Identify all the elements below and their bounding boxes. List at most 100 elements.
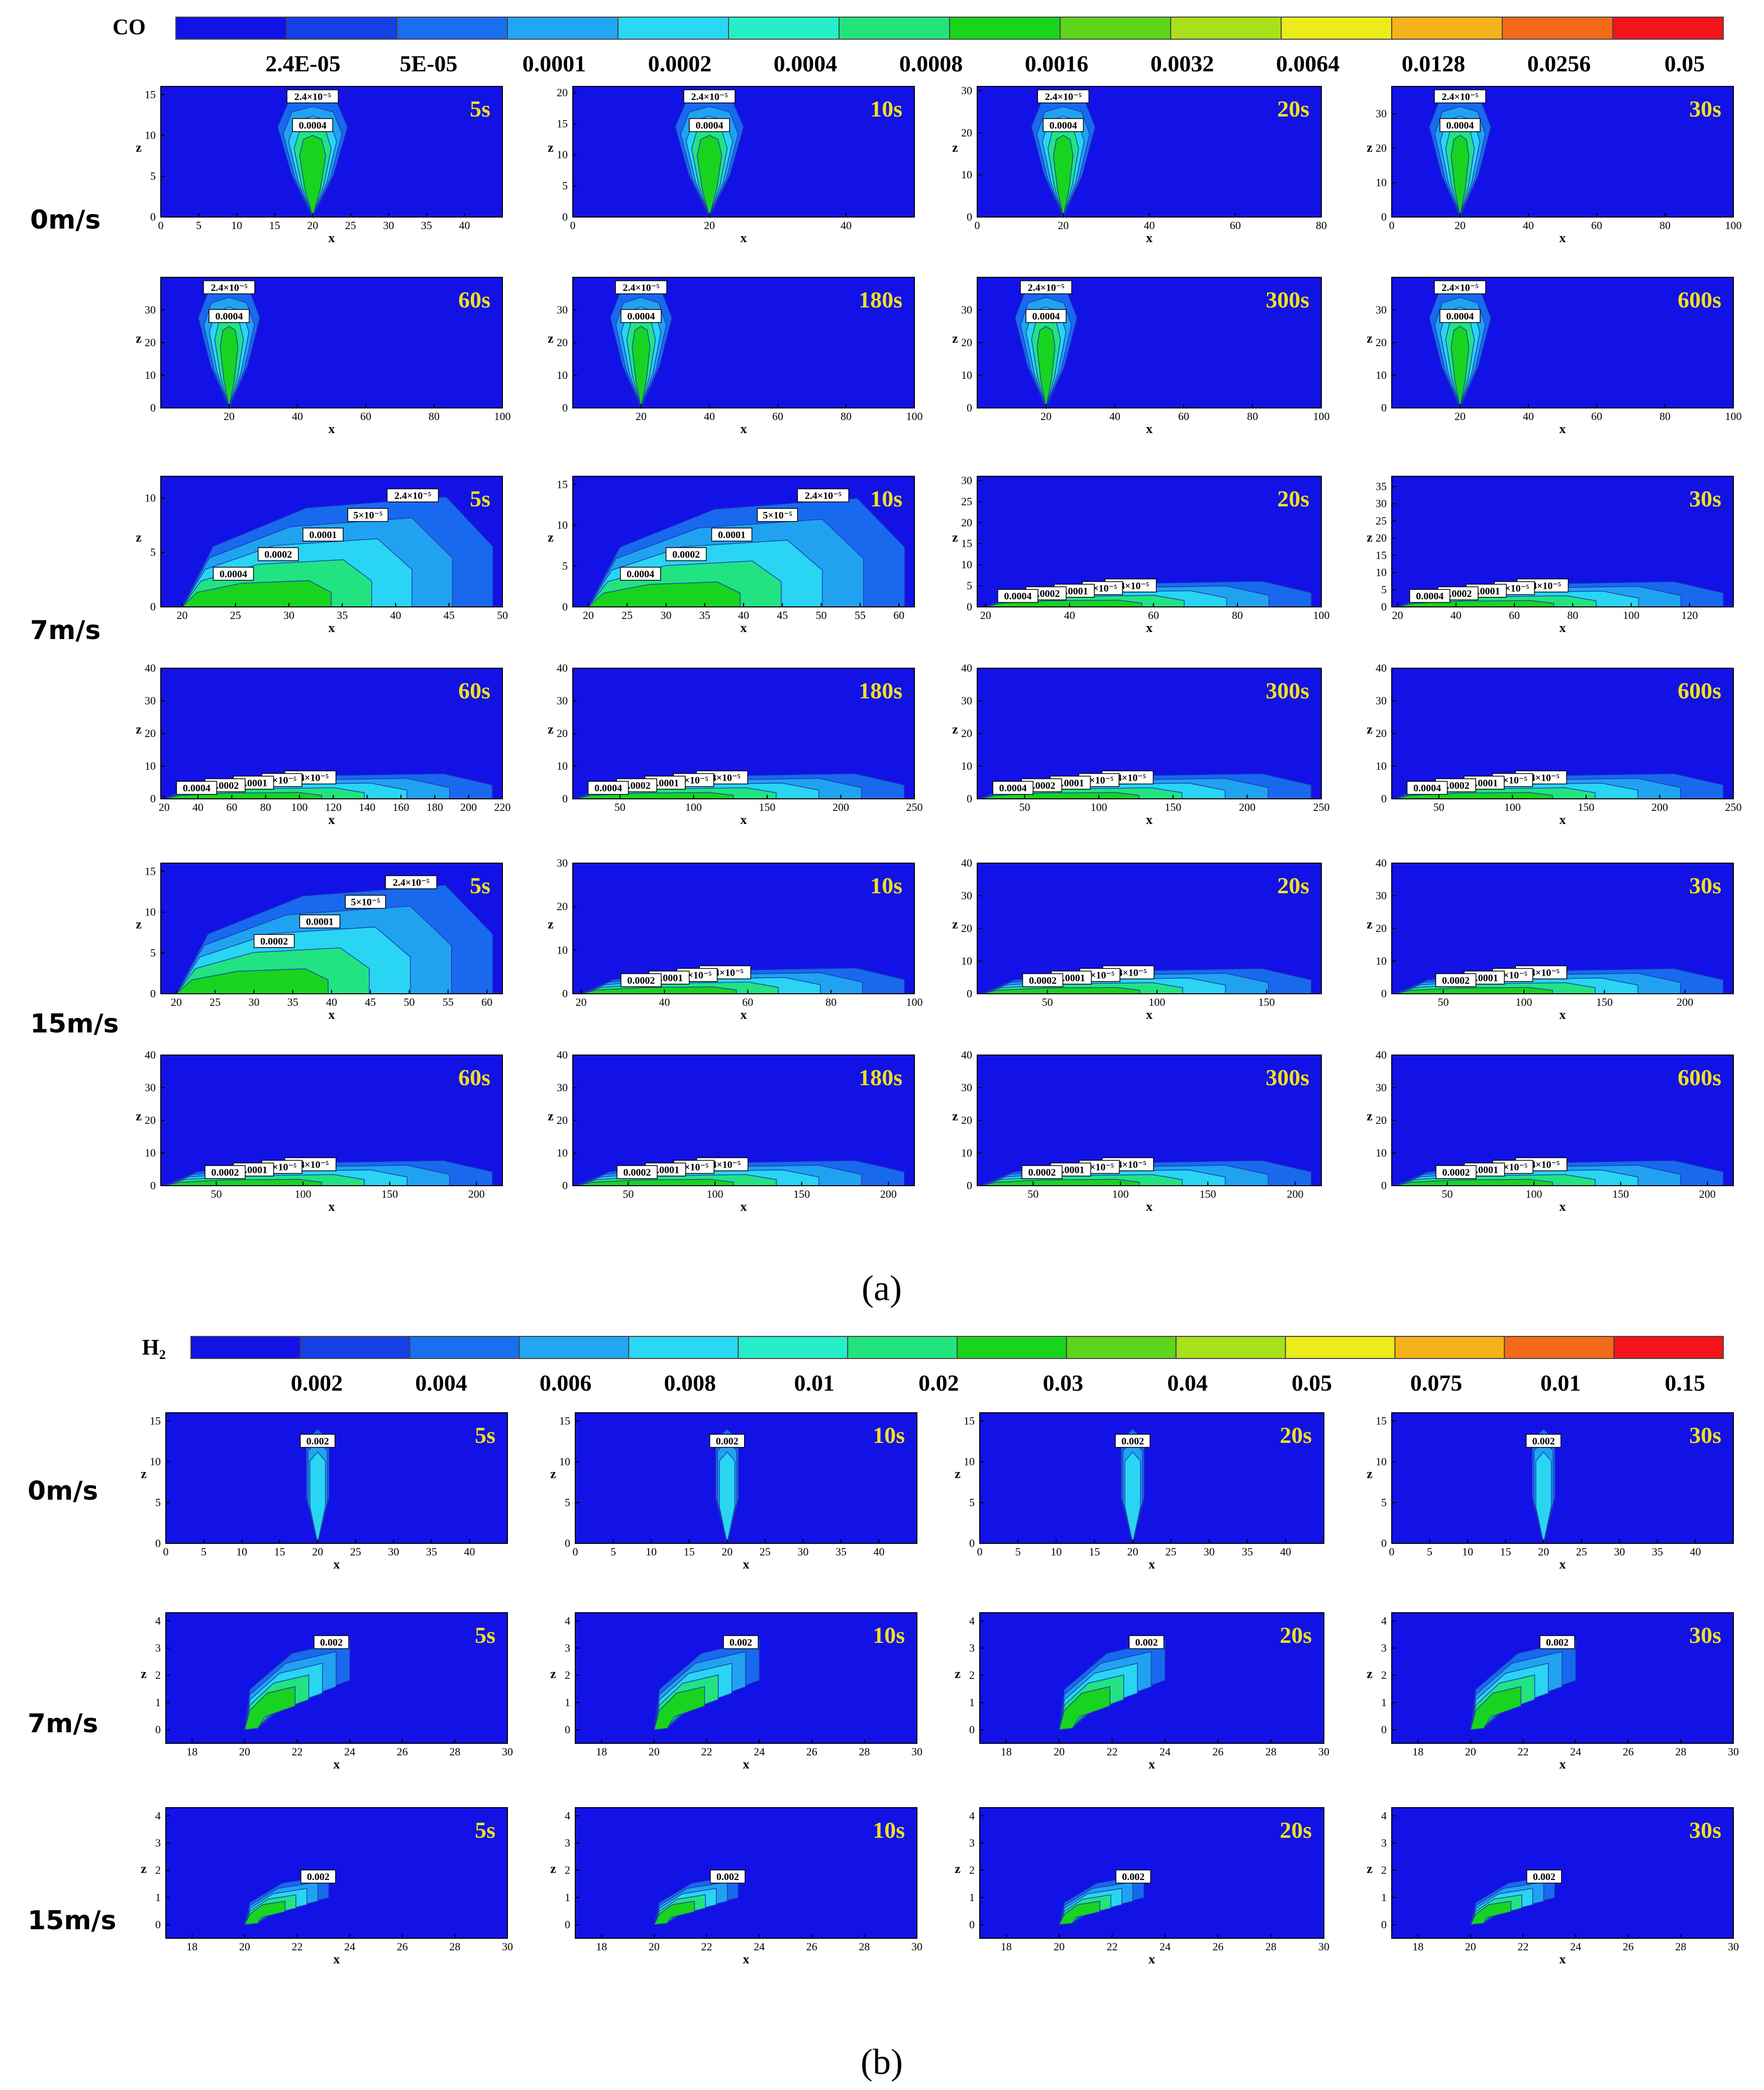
x-tick-label: 0 [158,219,164,232]
z-axis-label: z [550,1861,556,1876]
time-label: 10s [873,1422,905,1448]
x-tick-label: 5 [1427,1545,1432,1558]
z-tick-label: 3 [1381,1836,1387,1849]
x-axis-label: x [743,1557,750,1572]
z-tick-label: 0 [155,1918,161,1931]
z-tick-label: 1 [969,1696,975,1709]
co-colorbar-segment-3 [507,17,618,40]
h2-colorbar-tick-label: 0.004 [415,1370,467,1396]
contour-label: 0.0001 [302,528,344,542]
contour-label-box [665,547,707,561]
x-tick-label: 55 [443,996,454,1008]
plot-background [977,86,1321,217]
time-label: 5s [470,486,490,511]
plot-frame [1391,1807,1734,1939]
z-tick-label: 2 [1381,1864,1387,1876]
contour-label-text: 0.0002 [1032,588,1060,599]
contour-label-text: 5×10⁻⁵ [682,970,711,981]
contour-label-text: 0.002 [1122,1871,1145,1883]
x-tick-label: 24 [754,1940,765,1953]
contour-label-text: 0.002 [306,1436,329,1447]
x-tick-label: 35 [421,219,432,232]
z-tick-label: 30 [1376,694,1387,707]
h2-colorbar-tick-label: 0.01 [1540,1370,1581,1396]
z-tick-label: 15 [961,537,972,550]
co-colorbar-tick-label: 0.0004 [774,51,838,76]
x-tick-label: 5 [196,219,201,232]
x-tick-label: 28 [1266,1940,1277,1953]
z-tick-label: 20 [1376,532,1387,544]
x-tick-label: 100 [1091,801,1107,813]
plot-frame [575,1612,917,1744]
contour-label-text: 5×10⁻⁵ [1085,1162,1114,1173]
time-label: 60s [458,287,490,312]
contour-region [1053,135,1074,218]
x-axis-label: x [1149,1557,1155,1572]
contour-label-box [299,914,341,928]
z-axis-label: z [955,1467,961,1481]
contour-label-text: 0.0004 [696,120,723,131]
x-tick-label: 35 [836,1545,847,1558]
x-tick-label: 20 [177,609,188,621]
contour-label-text: 5×10⁻⁵ [763,510,792,521]
x-tick-label: 60 [1230,219,1241,232]
contour-label-box [292,118,333,132]
contour-region [309,1451,326,1544]
plot-background [980,1413,1324,1543]
z-tick-label: 1 [1381,1696,1387,1709]
contour-label-box [1525,1434,1562,1448]
x-tick-label: 100 [707,1188,723,1200]
time-label: 10s [870,486,902,511]
z-tick-label: 0 [969,1537,975,1549]
contour-region [1470,1686,1522,1730]
x-tick-label: 150 [1612,1188,1629,1200]
plot-frame [575,1412,917,1544]
x-tick-label: 60 [1591,410,1602,423]
x-tick-label: 80 [429,410,440,423]
z-tick-label: 2 [969,1669,975,1682]
time-label: 10s [873,1622,905,1648]
contour-label-text: 0.0004 [220,569,247,580]
x-axis-label: x [329,1199,335,1214]
x-tick-label: 40 [1690,1545,1701,1558]
contour-label-text: 0.0001 [240,1165,267,1176]
z-axis-label: z [952,722,958,737]
co-subplot-30s-row0: 0 20 40 60 80 100 0 10 20 30 x z 30s 2.4×10⁻⁵ 0.0004 [1367,86,1742,245]
z-tick-label: 10 [1376,566,1387,579]
contour-label-text: 0.0002 [624,1167,651,1178]
z-tick-label: 0 [969,1918,975,1931]
plot-frame [979,1612,1324,1744]
h2-colorbar-segment-6 [847,1336,958,1359]
co-colorbar-segment-1 [286,17,397,40]
x-tick-label: 100 [1526,1188,1542,1200]
x-tick-label: 10 [231,219,242,232]
plot-frame [1391,476,1734,607]
z-tick-label: 0 [967,401,972,414]
contour-region [1036,326,1056,408]
z-tick-label: 30 [961,474,972,486]
x-tick-label: 20 [636,410,647,423]
contour-region [1124,1451,1141,1544]
contour-label-text: 0.002 [1121,1436,1144,1447]
time-label: 30s [1689,1422,1721,1448]
contour-label-box [299,1434,336,1448]
x-axis-label: x [743,1757,750,1771]
contour-label: 0.002 [1525,1434,1562,1448]
plot-frame [165,1807,508,1939]
contour-label-text: 2.4×10⁻⁵ [394,490,431,501]
x-tick-label: 20 [576,996,587,1008]
contour-label: 0.0004 [587,781,629,795]
plot-frame [977,476,1322,607]
x-tick-label: 20 [649,1745,660,1758]
z-tick-label: 35 [1376,480,1387,493]
h2-colorbar-segment-13 [1613,1336,1724,1359]
co-colorbar-title: CO [113,15,146,39]
x-tick-label: 80 [825,996,837,1008]
contour-label-text: 0.0002 [1028,1167,1056,1178]
h2-subplot-5s-row1: 18 20 22 24 26 28 30 0 1 2 3 4 x z 5s 0.002 [141,1612,513,1771]
contour-label: 0.002 [1115,1434,1151,1448]
contour-label-text: 2.4×10⁻⁵ [1028,282,1065,293]
z-tick-label: 4 [565,1809,570,1822]
z-tick-label: 3 [1381,1641,1387,1654]
z-tick-label: 20 [1376,922,1387,934]
